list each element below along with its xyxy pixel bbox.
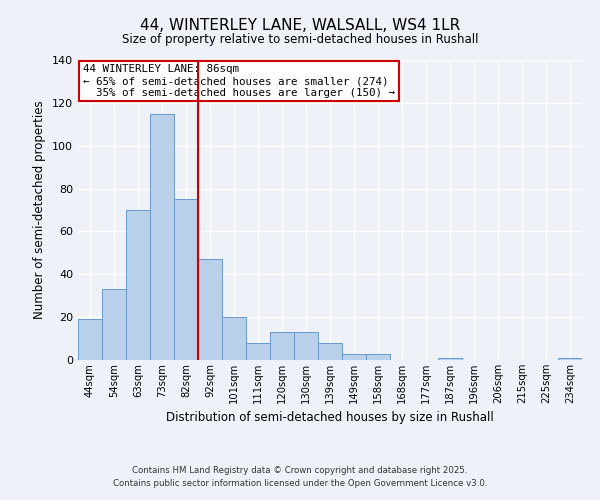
Bar bbox=[342, 354, 366, 360]
Bar bbox=[102, 290, 126, 360]
Bar bbox=[366, 354, 390, 360]
Bar bbox=[78, 320, 102, 360]
Text: Size of property relative to semi-detached houses in Rushall: Size of property relative to semi-detach… bbox=[122, 32, 478, 46]
Y-axis label: Number of semi-detached properties: Number of semi-detached properties bbox=[34, 100, 46, 320]
Bar bbox=[246, 343, 270, 360]
Bar bbox=[558, 358, 582, 360]
Bar bbox=[270, 332, 294, 360]
Bar bbox=[438, 358, 462, 360]
Text: 44, WINTERLEY LANE, WALSALL, WS4 1LR: 44, WINTERLEY LANE, WALSALL, WS4 1LR bbox=[140, 18, 460, 32]
Text: Contains HM Land Registry data © Crown copyright and database right 2025.
Contai: Contains HM Land Registry data © Crown c… bbox=[113, 466, 487, 487]
Bar bbox=[294, 332, 318, 360]
Bar bbox=[150, 114, 174, 360]
X-axis label: Distribution of semi-detached houses by size in Rushall: Distribution of semi-detached houses by … bbox=[166, 412, 494, 424]
Bar bbox=[198, 260, 222, 360]
Bar bbox=[126, 210, 150, 360]
Bar bbox=[318, 343, 342, 360]
Text: 44 WINTERLEY LANE: 86sqm
← 65% of semi-detached houses are smaller (274)
  35% o: 44 WINTERLEY LANE: 86sqm ← 65% of semi-d… bbox=[83, 64, 395, 98]
Bar bbox=[174, 200, 198, 360]
Bar bbox=[222, 317, 246, 360]
